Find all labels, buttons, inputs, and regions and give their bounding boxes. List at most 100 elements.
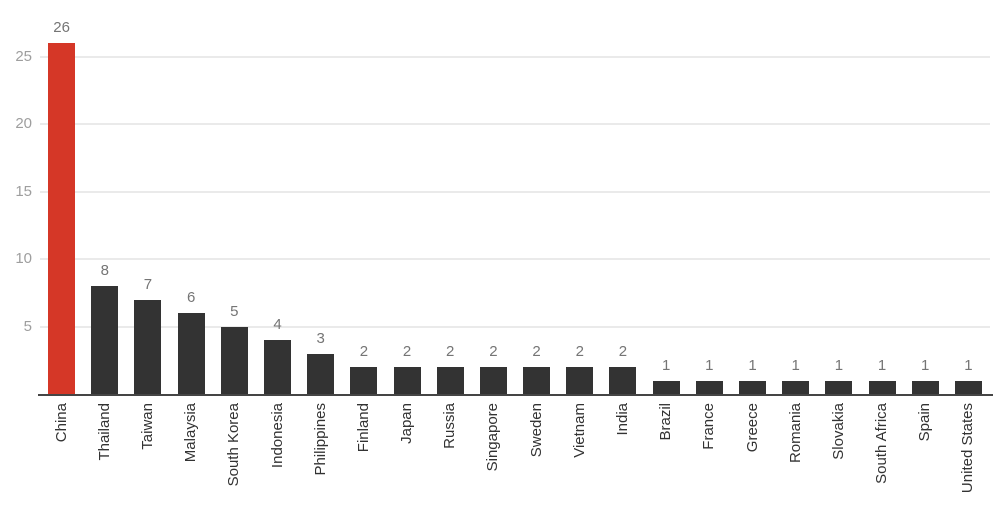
y-tick-label: 25: [15, 47, 32, 65]
y-tick-label: 15: [15, 182, 32, 200]
x-axis-label-text: United States: [959, 403, 977, 494]
x-axis-label-text: Sweden: [527, 403, 545, 458]
bar-value-label: 1: [705, 356, 714, 374]
x-axis-label: Sweden: [527, 403, 547, 462]
bar-thailand: [91, 286, 119, 394]
bar-singapore: [479, 367, 507, 394]
x-axis-label: Brazil: [656, 403, 676, 446]
bar-value-label: 1: [748, 356, 757, 374]
x-axis-label: Slovakia: [829, 403, 849, 465]
x-axis-label-text: France: [700, 403, 718, 450]
x-axis-label-text: Vietnam: [570, 403, 588, 458]
bar-value-label: 4: [273, 316, 282, 333]
bar-value-label: 8: [100, 262, 109, 279]
bar-value-label: 1: [877, 356, 887, 374]
x-axis-label-text: Greece: [743, 403, 761, 453]
bar-greece: [739, 380, 766, 394]
x-axis-label-text: Thailand: [95, 403, 113, 461]
bar-value-label: 1: [661, 356, 671, 374]
bar-brazil: [652, 380, 680, 394]
bar-value-label: 2: [575, 343, 584, 360]
x-axis-label-text: Romania: [786, 403, 804, 464]
bar-value-label: 3: [316, 329, 325, 347]
x-axis-label: India: [613, 403, 633, 441]
x-axis-label: France: [699, 403, 719, 455]
x-axis-label: Spain: [915, 403, 935, 446]
x-axis-label-text: Spain: [916, 403, 934, 442]
bar-china: [48, 43, 76, 394]
x-axis-label-text: Malaysia: [182, 403, 200, 463]
bar-value-label: 1: [964, 356, 973, 374]
bar-philippines: [307, 353, 335, 394]
bar-india: [609, 367, 637, 394]
x-axis-line: [38, 394, 993, 396]
x-axis-label: South Korea: [224, 403, 244, 491]
y-tick-label: 10: [15, 250, 32, 267]
bar-value-label: 26: [53, 19, 70, 36]
x-axis-label: Vietnam: [570, 403, 590, 463]
bar-value-label: 5: [230, 302, 239, 320]
bar-south-africa: [868, 380, 896, 394]
bar-france: [695, 380, 723, 394]
x-axis-label-text: Russia: [441, 403, 459, 449]
x-axis-label-text: India: [613, 403, 631, 436]
gridline: [40, 55, 990, 58]
x-axis-label-text: Singapore: [484, 403, 502, 472]
x-axis-label-text: Taiwan: [138, 403, 156, 450]
x-axis-label: Taiwan: [138, 403, 158, 455]
gridline: [40, 190, 990, 193]
bar-finland: [350, 367, 378, 394]
x-axis-label: Japan: [397, 403, 417, 449]
x-axis-label: Finland: [354, 403, 374, 457]
bar-value-label: 2: [402, 343, 412, 360]
x-axis-label: Thailand: [95, 403, 115, 466]
x-axis-label-text: Brazil: [657, 403, 675, 441]
bar-malaysia: [177, 313, 205, 394]
x-axis-label: United States: [958, 403, 978, 498]
x-axis-label-text: South Korea: [225, 403, 243, 487]
x-axis-label: Philippines: [311, 403, 331, 481]
bar-value-label: 2: [489, 343, 498, 360]
bar-sweden: [523, 367, 551, 394]
x-axis-label: Indonesia: [268, 403, 288, 473]
x-axis-label-text: Philippines: [311, 403, 329, 476]
x-axis-label-text: Indonesia: [268, 403, 286, 469]
x-axis-label-text: China: [52, 403, 70, 443]
bar-value-label: 2: [446, 343, 455, 360]
bar-value-label: 2: [359, 343, 369, 360]
bar-spain: [911, 380, 939, 394]
x-axis-label: Singapore: [483, 403, 503, 476]
gridline: [40, 325, 990, 328]
x-axis-label-text: South Africa: [873, 403, 891, 484]
bar-south-korea: [220, 326, 248, 394]
bar-value-label: 7: [143, 275, 153, 293]
x-axis-label: Malaysia: [181, 403, 201, 467]
bar-japan: [393, 367, 421, 394]
y-tick-label: 20: [15, 115, 32, 132]
bar-romania: [782, 380, 810, 394]
bar-value-label: 1: [921, 356, 930, 374]
bar-value-label: 1: [791, 356, 800, 374]
x-axis-label: Greece: [743, 403, 763, 457]
gridline: [40, 123, 990, 125]
bar-value-label: 1: [834, 356, 844, 374]
bar-vietnam: [566, 367, 594, 394]
x-axis-label-text: Japan: [398, 403, 416, 444]
bar-value-label: 2: [532, 343, 541, 360]
bar-indonesia: [264, 340, 291, 394]
x-axis-label-text: Slovakia: [829, 403, 847, 460]
x-axis-label-text: Finland: [354, 403, 372, 453]
gridline: [40, 258, 990, 260]
x-axis-label: South Africa: [872, 403, 892, 489]
x-axis-label: Romania: [786, 403, 806, 468]
x-axis-label: China: [52, 403, 72, 447]
bar-taiwan: [134, 299, 162, 394]
y-tick-label: 5: [23, 317, 32, 335]
bar-united-states: [954, 380, 982, 394]
bar-russia: [436, 367, 464, 394]
x-axis-label: Russia: [440, 403, 460, 454]
bar-value-label: 6: [186, 289, 196, 306]
bar-value-label: 2: [618, 343, 628, 360]
bar-slovakia: [825, 380, 853, 394]
